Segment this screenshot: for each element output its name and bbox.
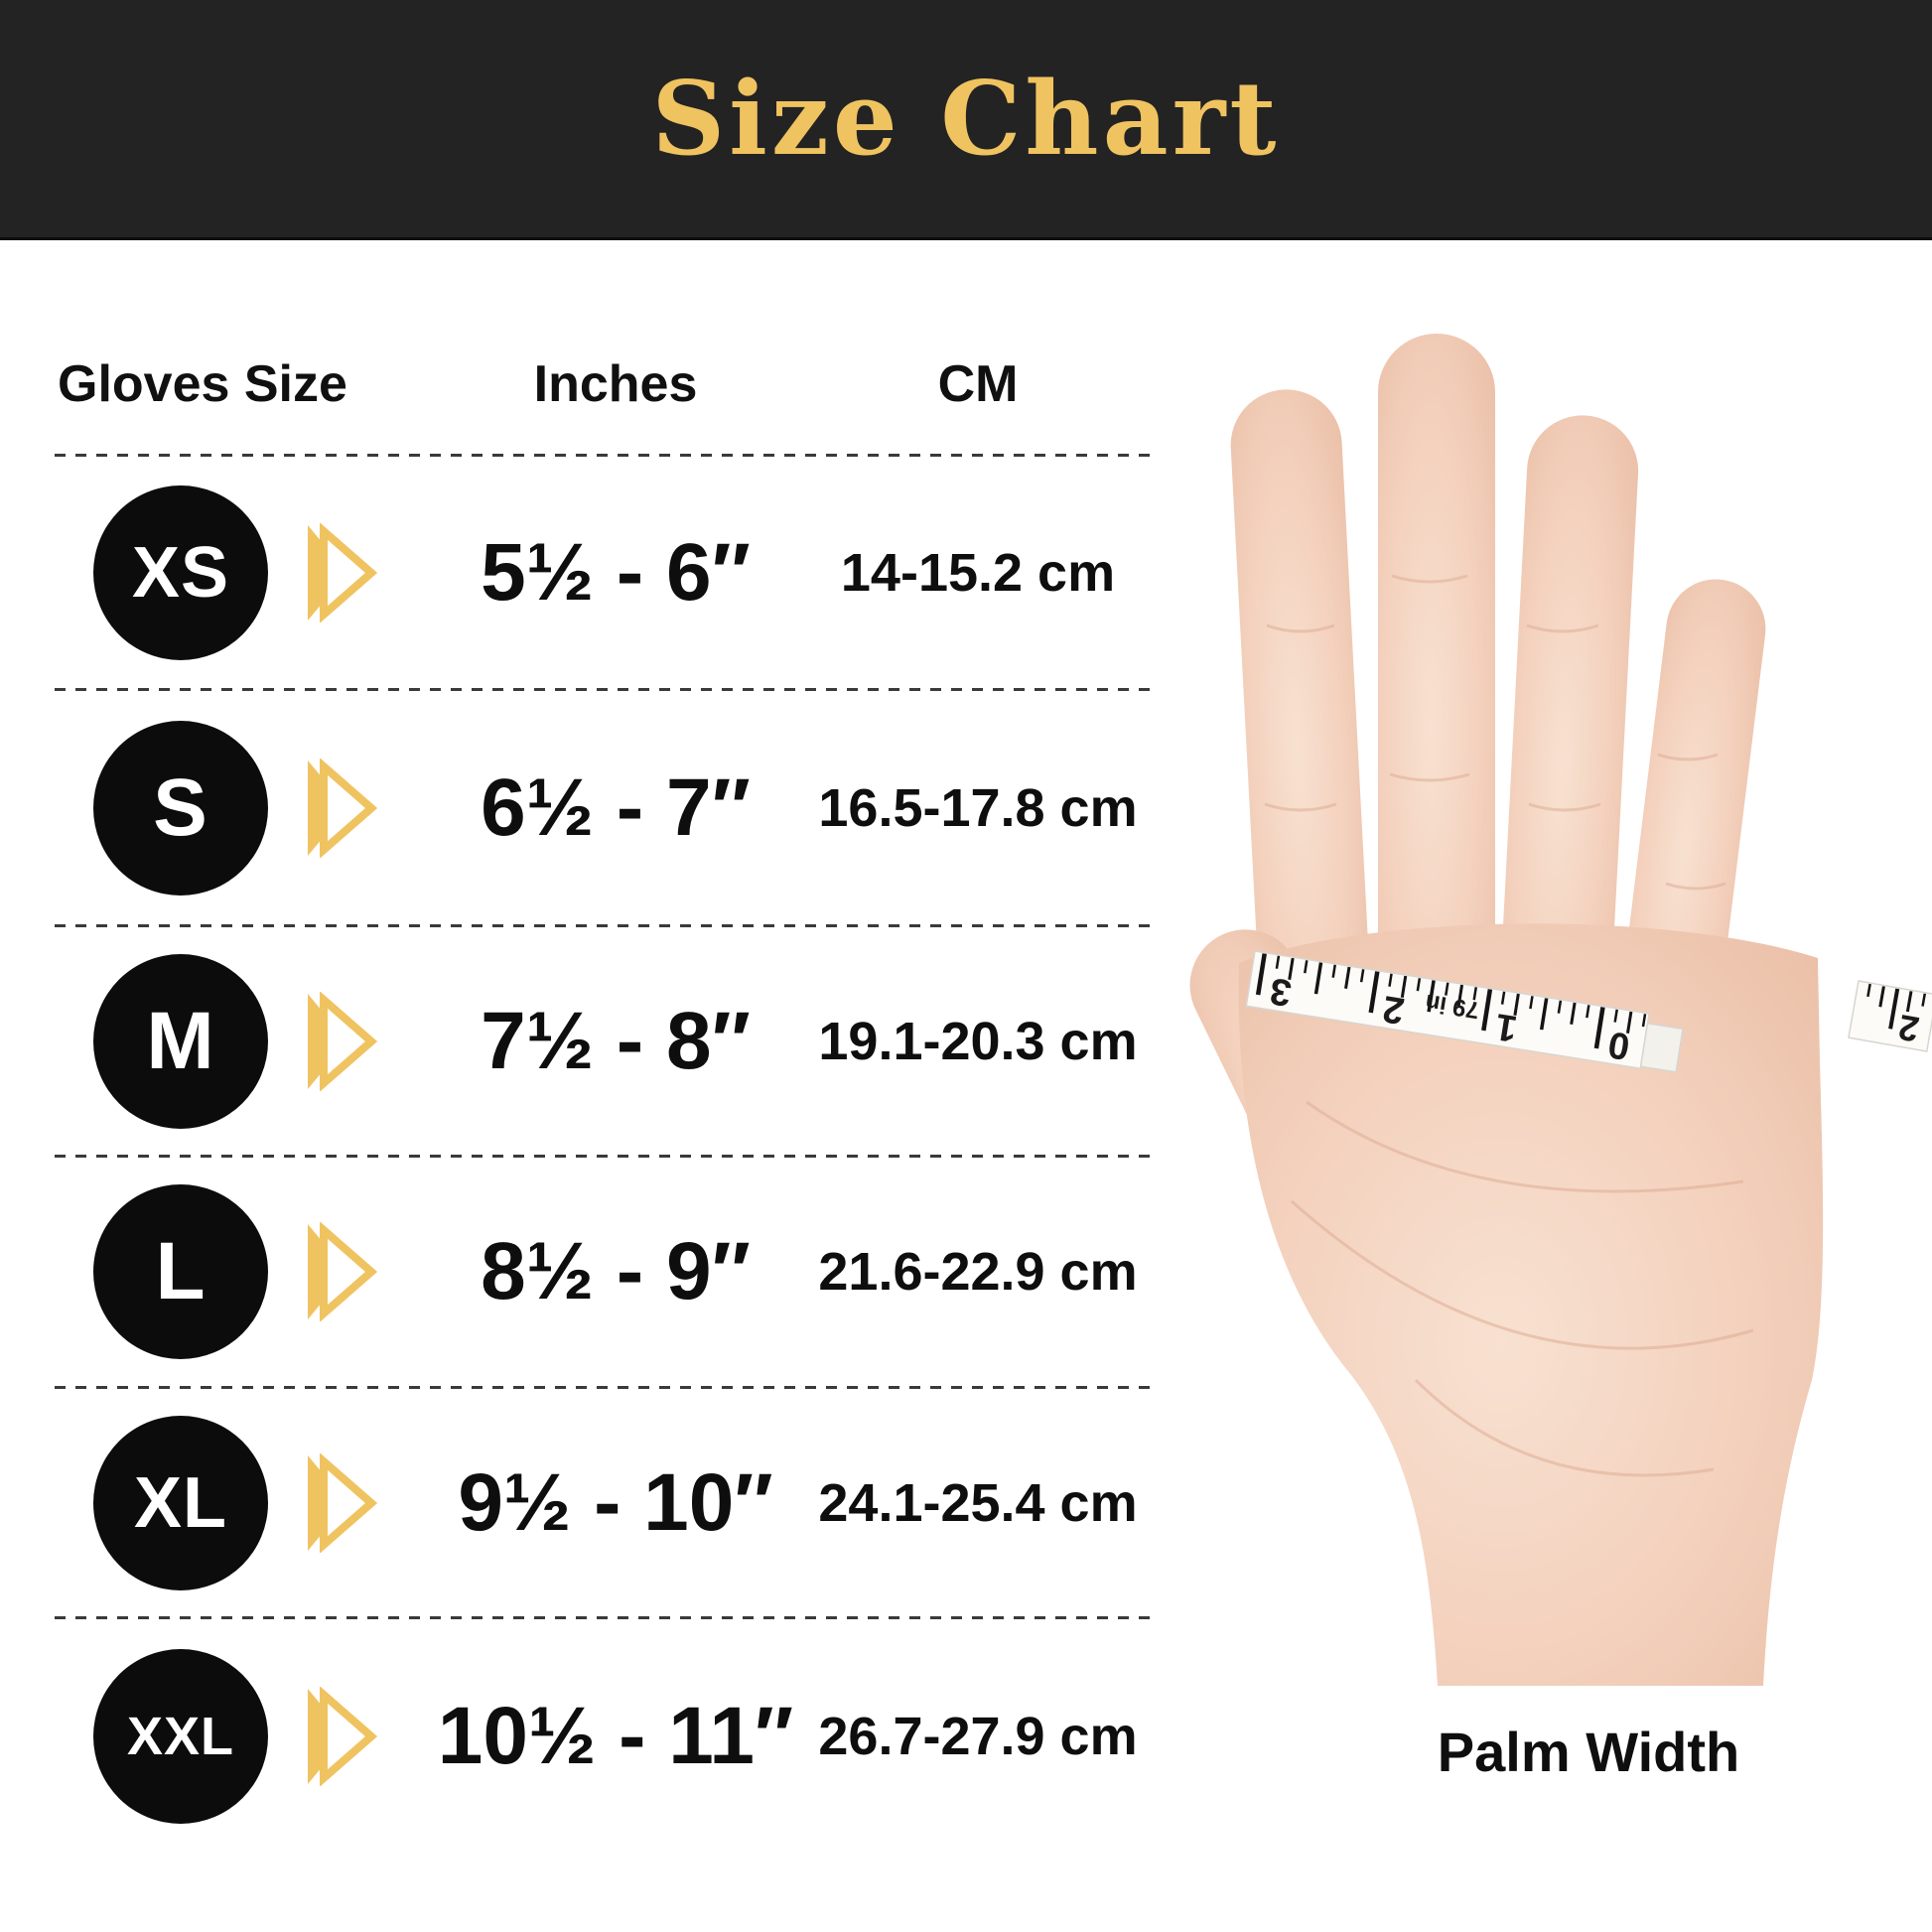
size-row-m: M 7½ - 8″ 19.1-20.3 cm bbox=[0, 927, 1157, 1155]
column-header-gloves-size: Gloves Size bbox=[58, 355, 347, 413]
row-divider bbox=[55, 1386, 1152, 1389]
cm-value: 26.7-27.9 cm bbox=[818, 1706, 1138, 1766]
cm-value: 21.6-22.9 cm bbox=[818, 1242, 1138, 1302]
hand-photo: 3 2 1 0 79 in 2 bbox=[1189, 334, 1932, 1686]
page-title: Size Chart bbox=[651, 59, 1281, 179]
double-arrow-icon bbox=[308, 991, 377, 1091]
double-arrow-icon bbox=[308, 522, 377, 622]
size-row-xl: XL 9½ - 10″ 24.1-25.4 cm bbox=[0, 1389, 1157, 1616]
size-row-xs: XS 5½ - 6″ 14-15.2 cm bbox=[0, 457, 1157, 688]
size-row-s: S 6½ - 7″ 16.5-17.8 cm bbox=[0, 691, 1157, 924]
inches-value: 10½ - 11″ bbox=[437, 1690, 794, 1781]
size-badge-l: L bbox=[93, 1184, 268, 1359]
double-arrow-icon bbox=[308, 758, 377, 858]
double-arrow-icon bbox=[308, 1452, 377, 1553]
cm-value: 14-15.2 cm bbox=[840, 542, 1116, 603]
cm-value: 24.1-25.4 cm bbox=[818, 1472, 1138, 1533]
skin-creases bbox=[1264, 574, 1754, 1477]
size-badge-xs: XS bbox=[93, 484, 268, 660]
header-banner: Size Chart bbox=[0, 0, 1932, 240]
row-divider bbox=[55, 454, 1152, 457]
hand-shape bbox=[1189, 334, 1824, 1686]
size-row-l: L 8½ - 9″ 21.6-22.9 cm bbox=[0, 1158, 1157, 1386]
size-badge-xl: XL bbox=[93, 1415, 268, 1590]
row-divider bbox=[55, 1616, 1152, 1619]
inches-value: 5½ - 6″ bbox=[481, 526, 751, 618]
row-divider bbox=[55, 688, 1152, 691]
size-badge-m: M bbox=[93, 953, 268, 1129]
size-table: Gloves Size Inches CM XS 5½ - 6″ 14-15.2… bbox=[0, 240, 1157, 1853]
cm-value: 16.5-17.8 cm bbox=[818, 777, 1138, 838]
palm-measurement-figure: 3 2 1 0 79 in 2 bbox=[1118, 328, 1932, 1688]
size-badge-s: S bbox=[93, 720, 268, 896]
inches-value: 8½ - 9″ bbox=[481, 1226, 751, 1316]
inches-value: 9½ - 10″ bbox=[458, 1456, 773, 1548]
row-divider bbox=[55, 1155, 1152, 1158]
size-row-xxl: XXL 10½ - 11″ 26.7-27.9 cm bbox=[0, 1619, 1157, 1853]
row-divider bbox=[55, 924, 1152, 927]
column-header-inches: Inches bbox=[533, 355, 698, 413]
column-header-cm: CM bbox=[937, 355, 1019, 413]
inches-value: 6½ - 7″ bbox=[481, 761, 751, 853]
size-badge-xxl: XXL bbox=[93, 1648, 268, 1824]
cm-value: 19.1-20.3 cm bbox=[818, 1011, 1138, 1071]
inches-value: 7½ - 8″ bbox=[481, 995, 751, 1086]
palm-width-caption: Palm Width bbox=[1437, 1721, 1740, 1783]
measuring-tape-fragment: 2 bbox=[1848, 980, 1932, 1052]
double-arrow-icon bbox=[308, 1222, 377, 1321]
measuring-tape: 3 2 1 0 79 in bbox=[1245, 950, 1684, 1073]
table-header-row: Gloves Size Inches CM bbox=[0, 240, 1157, 454]
double-arrow-icon bbox=[308, 1686, 377, 1786]
